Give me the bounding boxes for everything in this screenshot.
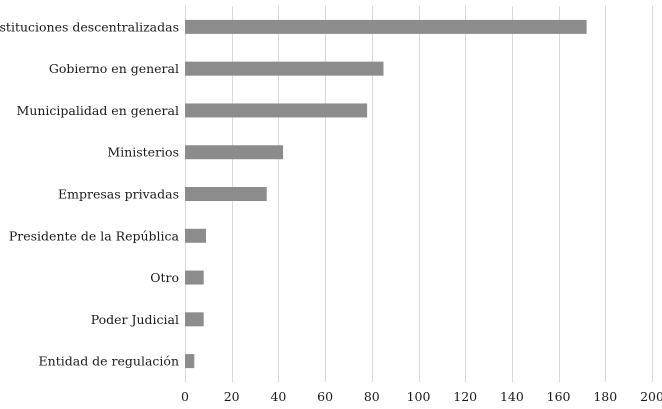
x-tick-label: 60 bbox=[317, 389, 333, 404]
bar bbox=[185, 354, 195, 369]
category-label: Ministerios bbox=[107, 145, 179, 160]
x-tick-label: 120 bbox=[453, 389, 477, 404]
bar bbox=[185, 187, 267, 201]
x-tick-label: 160 bbox=[547, 389, 571, 404]
category-labels: Instituciones descentralizadas Gobierno e… bbox=[0, 19, 180, 368]
bar bbox=[185, 145, 284, 160]
category-label: Instituciones descentralizadas bbox=[0, 19, 179, 34]
x-tick-label: 0 bbox=[181, 389, 189, 404]
bars bbox=[185, 19, 587, 369]
category-label: Empresas privadas bbox=[58, 187, 179, 202]
category-label: Otro bbox=[150, 270, 179, 285]
category-label: Gobierno en general bbox=[49, 61, 179, 76]
bar bbox=[185, 270, 204, 285]
bar bbox=[185, 19, 587, 34]
category-label: Entidad de regulación bbox=[39, 354, 179, 369]
bar bbox=[185, 312, 204, 327]
x-tick-label: 20 bbox=[224, 389, 240, 404]
x-tick-label: 180 bbox=[593, 389, 617, 404]
x-tick-label: 40 bbox=[270, 389, 286, 404]
category-label: Municipalidad en general bbox=[17, 103, 179, 118]
x-tick-label: 80 bbox=[364, 389, 380, 404]
x-tick-label: 140 bbox=[500, 389, 524, 404]
bar bbox=[185, 228, 207, 243]
bar bbox=[185, 103, 368, 118]
x-tick-label: 100 bbox=[407, 389, 431, 404]
category-label: Poder Judicial bbox=[91, 312, 179, 327]
x-tick-label: 200 bbox=[640, 389, 662, 404]
x-tick-labels: 0 20 40 60 80 100 120 140 160 180 200 bbox=[181, 389, 662, 404]
bar bbox=[185, 61, 384, 76]
category-label: Presidente de la República bbox=[9, 228, 180, 243]
